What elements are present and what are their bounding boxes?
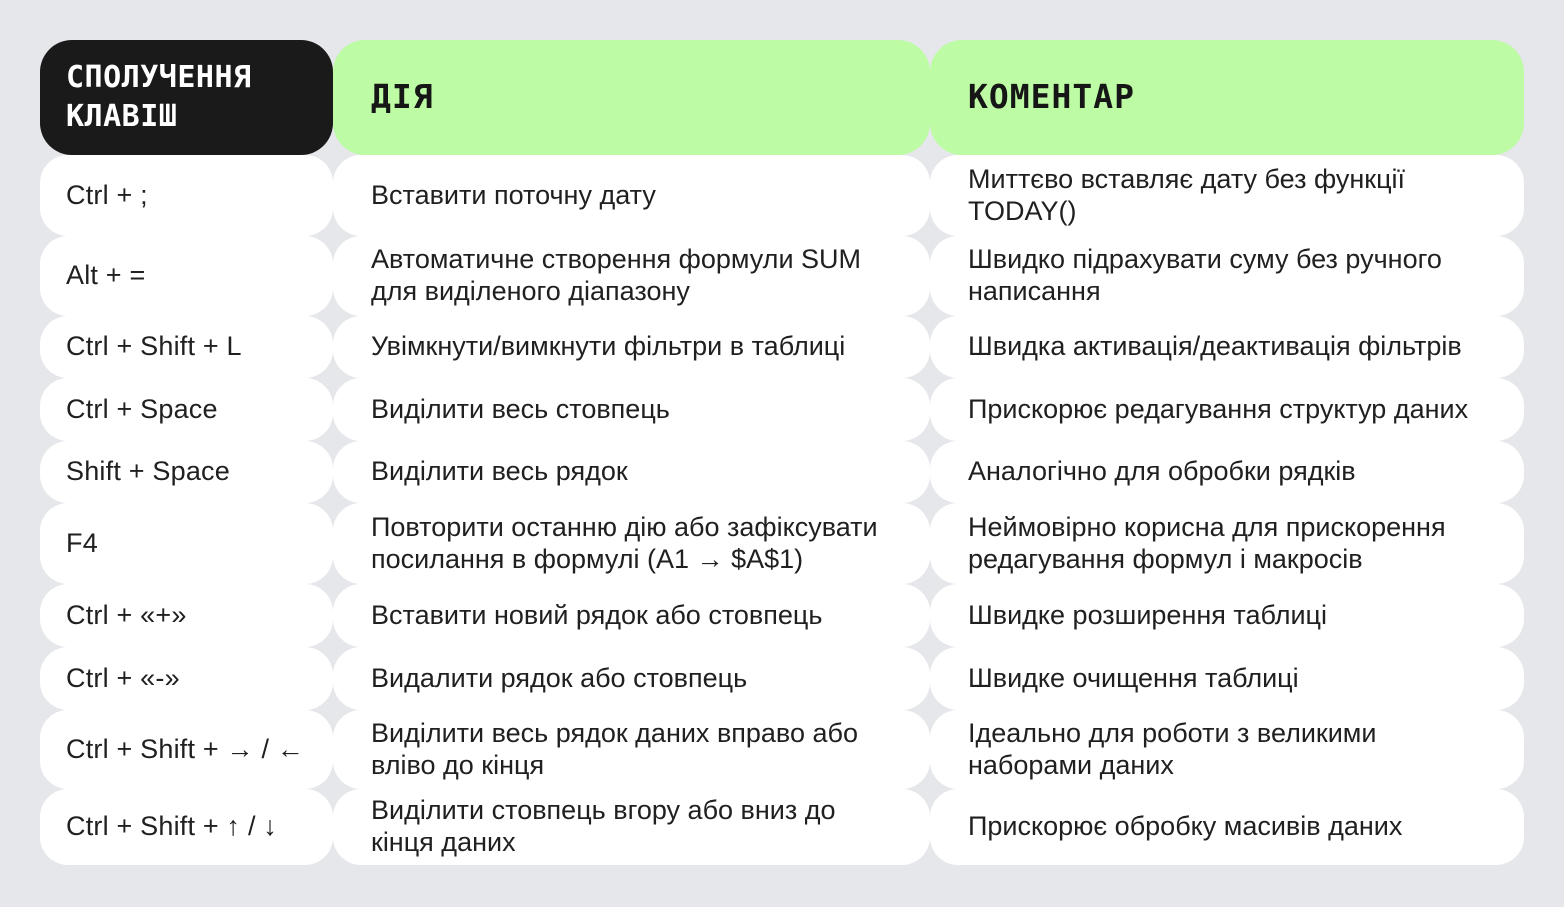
action-cell: Вставити новий рядок або стовпець xyxy=(333,584,930,647)
key-cell: Ctrl + Space xyxy=(40,378,333,441)
key-combo: Ctrl + Shift + ↑ / ↓ xyxy=(66,811,278,842)
key-combo: Shift + Space xyxy=(66,456,230,487)
action-text: Вставити новий рядок або стовпець xyxy=(371,599,823,630)
key-cell: Ctrl + «+» xyxy=(40,584,333,647)
action-text: Автоматичне створення формули SUM для ви… xyxy=(371,244,862,306)
key-cell: F4 xyxy=(40,503,333,584)
action-text: Виділити весь стовпець xyxy=(371,393,670,424)
key-combo: Ctrl + Space xyxy=(66,393,218,424)
key-cell: Ctrl + Shift + L xyxy=(40,316,333,378)
key-combo: Alt + = xyxy=(66,260,146,291)
header-action: ДІЯ xyxy=(333,40,930,155)
key-cell: Ctrl + Shift + → / ← xyxy=(40,710,333,789)
key-combo: F4 xyxy=(66,527,98,558)
comment-cell: Швидка активація/деактивація фільтрів xyxy=(930,316,1524,378)
comment-cell: Неймовірно корисна для прискорення редаг… xyxy=(930,503,1524,584)
comment-text: Швидке розширення таблиці xyxy=(968,599,1328,630)
action-cell: Виділити весь рядок xyxy=(333,441,930,503)
header-action-label: ДІЯ xyxy=(371,77,434,117)
action-text: Вставити поточну дату xyxy=(371,179,656,210)
action-cell: Повторити останню дію або зафіксувати по… xyxy=(333,503,930,584)
header-comment: КОМЕНТАР xyxy=(930,40,1524,155)
key-combo: Ctrl + Shift + → / ← xyxy=(66,733,305,764)
comment-text: Швидко підрахувати суму без ручного напи… xyxy=(968,244,1442,306)
action-cell: Автоматичне створення формули SUM для ви… xyxy=(333,236,930,316)
comment-cell: Швидке очищення таблиці xyxy=(930,647,1524,710)
action-text: Виділити весь рядок xyxy=(371,456,628,487)
key-cell: Ctrl + «-» xyxy=(40,647,333,710)
comment-cell: Прискорює обробку масивів даних xyxy=(930,789,1524,865)
action-cell: Виділити стовпець вгору або вниз до кінц… xyxy=(333,789,930,865)
comment-text: Аналогічно для обробки рядків xyxy=(968,456,1356,487)
action-text: Виділити стовпець вгору або вниз до кінц… xyxy=(371,795,836,857)
key-combo: Ctrl + ; xyxy=(66,179,148,210)
action-text: Повторити останню дію або зафіксувати по… xyxy=(371,511,878,574)
comment-text: Прискорює редагування структур даних xyxy=(968,393,1469,424)
comment-text: Ідеально для роботи з великими наборами … xyxy=(968,717,1377,780)
key-cell: Ctrl + Shift + ↑ / ↓ xyxy=(40,789,333,865)
action-cell: Виділити весь рядок даних вправо або влі… xyxy=(333,710,930,789)
key-combo: Ctrl + «+» xyxy=(66,599,187,630)
comment-text: Миттєво вставляє дату без функції TODAY(… xyxy=(968,163,1406,226)
action-cell: Виділити весь стовпець xyxy=(333,378,930,441)
comment-cell: Ідеально для роботи з великими наборами … xyxy=(930,710,1524,789)
comment-text: Прискорює обробку масивів даних xyxy=(968,811,1403,842)
comment-cell: Аналогічно для обробки рядків xyxy=(930,441,1524,503)
action-cell: Вставити поточну дату xyxy=(333,155,930,236)
key-cell: Ctrl + ; xyxy=(40,155,333,236)
action-text: Видалити рядок або стовпець xyxy=(371,662,748,693)
comment-text: Швидке очищення таблиці xyxy=(968,662,1299,693)
key-cell: Shift + Space xyxy=(40,441,333,503)
comment-cell: Миттєво вставляє дату без функції TODAY(… xyxy=(930,155,1524,236)
comment-cell: Прискорює редагування структур даних xyxy=(930,378,1524,441)
comment-text: Неймовірно корисна для прискорення редаг… xyxy=(968,511,1446,574)
shortcuts-table: СПОЛУЧЕННЯ КЛАВІШ ДІЯ КОМЕНТАР Ctrl + ; … xyxy=(40,40,1524,865)
comment-cell: Швидке розширення таблиці xyxy=(930,584,1524,647)
comment-text: Швидка активація/деактивація фільтрів xyxy=(968,331,1462,362)
header-keys-label: СПОЛУЧЕННЯ КЛАВІШ xyxy=(66,60,252,134)
header-comment-label: КОМЕНТАР xyxy=(968,77,1135,117)
header-keys: СПОЛУЧЕННЯ КЛАВІШ xyxy=(40,40,333,155)
action-cell: Видалити рядок або стовпець xyxy=(333,647,930,710)
comment-cell: Швидко підрахувати суму без ручного напи… xyxy=(930,236,1524,316)
key-cell: Alt + = xyxy=(40,236,333,316)
key-combo: Ctrl + «-» xyxy=(66,662,180,693)
action-cell: Увімкнути/вимкнути фільтри в таблиці xyxy=(333,316,930,378)
key-combo: Ctrl + Shift + L xyxy=(66,331,242,362)
action-text: Увімкнути/вимкнути фільтри в таблиці xyxy=(371,331,846,362)
action-text: Виділити весь рядок даних вправо або влі… xyxy=(371,717,858,780)
